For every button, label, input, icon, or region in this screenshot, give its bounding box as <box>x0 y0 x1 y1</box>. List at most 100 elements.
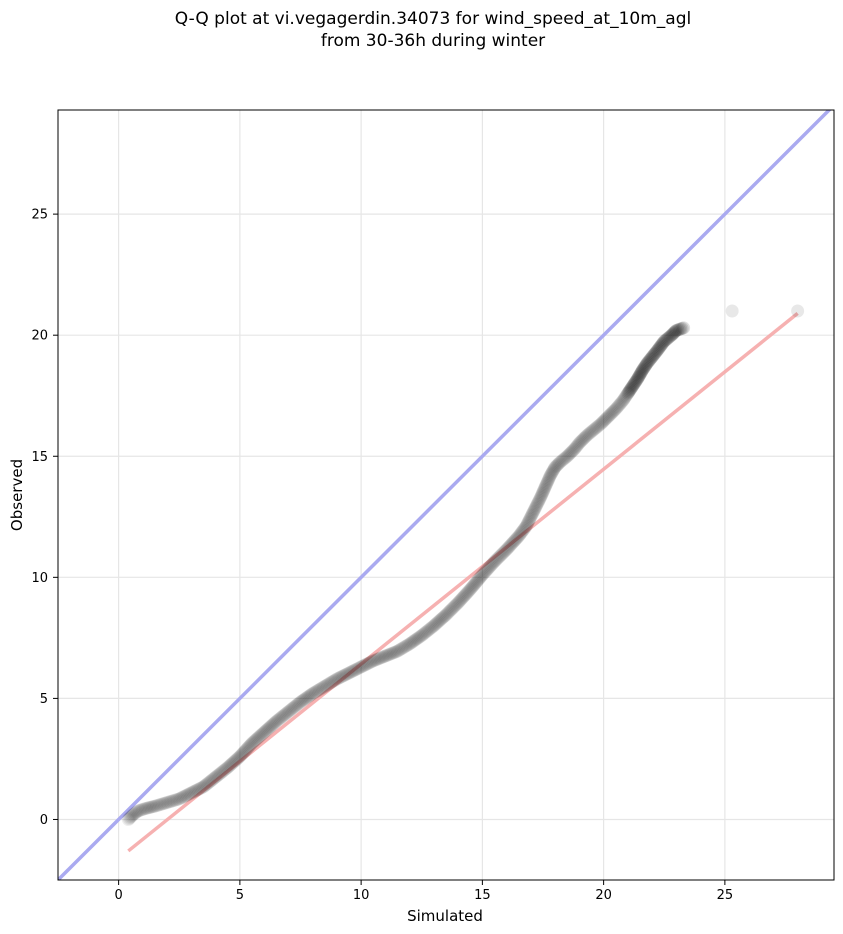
qq-point <box>417 627 431 640</box>
qq-point <box>183 787 197 800</box>
qq-point <box>532 495 545 509</box>
qq-point <box>382 647 396 661</box>
qq-point <box>526 506 540 520</box>
qq-point <box>254 728 268 742</box>
qq-point <box>543 469 557 483</box>
qq-point <box>500 542 514 556</box>
chart-title-line-2: from 30-36h during winter <box>320 31 546 51</box>
qq-point <box>653 340 667 354</box>
qq-point <box>618 390 632 404</box>
qq-point <box>333 671 347 685</box>
qq-point <box>405 635 419 649</box>
qq-point <box>320 678 334 692</box>
qq-point <box>574 434 588 448</box>
qq-point <box>200 777 214 791</box>
qq-point <box>251 731 265 745</box>
qq-point <box>397 640 411 654</box>
qq-point <box>355 659 369 673</box>
qq-point <box>451 596 465 610</box>
qq-point <box>548 460 562 474</box>
qq-point <box>247 734 261 748</box>
qq-point <box>396 641 410 655</box>
x-tick-label: 0 <box>114 888 122 903</box>
qq-point <box>126 808 140 822</box>
qq-point <box>445 602 459 616</box>
qq-point <box>297 692 311 706</box>
qq-point <box>218 762 232 776</box>
qq-point <box>529 500 543 514</box>
qq-point <box>476 567 490 581</box>
qq-point <box>166 794 180 808</box>
qq-point <box>401 638 415 652</box>
reference-lines <box>58 110 832 880</box>
grid <box>58 110 834 880</box>
qq-point <box>259 723 273 737</box>
qq-point <box>151 798 165 812</box>
qq-point <box>300 691 314 705</box>
qq-point <box>483 559 497 573</box>
qq-point <box>495 547 509 561</box>
qq-point <box>493 549 507 563</box>
qq-point <box>265 718 279 732</box>
qq-point <box>547 463 561 477</box>
qq-point <box>392 643 406 657</box>
y-tick-label: 25 <box>31 208 48 223</box>
qq-point <box>537 484 551 498</box>
qq-point <box>481 561 495 575</box>
qq-point <box>292 696 306 710</box>
qq-point <box>479 563 493 577</box>
qq-point <box>380 648 394 662</box>
qq-point <box>285 702 299 716</box>
qq-point <box>294 695 307 709</box>
qq-point <box>516 523 530 537</box>
qq-point <box>474 569 488 583</box>
qq-point <box>240 742 254 756</box>
qq-point <box>506 536 520 550</box>
qq-point <box>477 566 491 580</box>
qq-point <box>660 332 674 346</box>
qq-point <box>527 503 541 517</box>
qq-point <box>400 639 414 653</box>
qq-point <box>558 451 572 465</box>
qq-point <box>675 321 689 335</box>
qq-point <box>515 524 529 538</box>
qq-point <box>655 337 669 351</box>
qq-point <box>314 682 328 696</box>
qq-point <box>642 354 656 368</box>
qq-point <box>378 649 392 663</box>
qq-point <box>502 540 516 554</box>
qq-point <box>565 444 579 458</box>
qq-point <box>667 325 681 339</box>
qq-point <box>306 687 320 701</box>
qq-point <box>441 606 455 620</box>
qq-point <box>578 431 592 445</box>
qq-point <box>525 507 539 521</box>
qq-point <box>420 625 434 639</box>
qq-point <box>580 429 594 443</box>
qq-point <box>552 456 566 470</box>
qq-point <box>249 732 263 746</box>
qq-point <box>791 304 805 318</box>
qq-point <box>192 782 206 796</box>
qq-point <box>431 615 445 629</box>
qq-point <box>329 673 343 687</box>
qq-point <box>666 326 680 340</box>
qq-point <box>307 686 321 700</box>
qq-point <box>257 725 271 739</box>
qq-point <box>234 748 248 762</box>
qq-point <box>616 394 630 408</box>
qq-point <box>316 680 330 694</box>
qq-point <box>534 489 548 503</box>
qq-point <box>169 793 183 807</box>
qq-point <box>373 651 387 665</box>
qq-point <box>666 327 679 341</box>
qq-point <box>384 647 398 661</box>
qq-point <box>620 388 634 402</box>
qq-point <box>226 755 240 769</box>
qq-point <box>327 674 341 688</box>
qq-point <box>645 350 659 364</box>
qq-point <box>324 675 338 689</box>
qq-point <box>239 743 253 757</box>
qq-point <box>435 612 449 626</box>
qq-point <box>524 510 538 524</box>
